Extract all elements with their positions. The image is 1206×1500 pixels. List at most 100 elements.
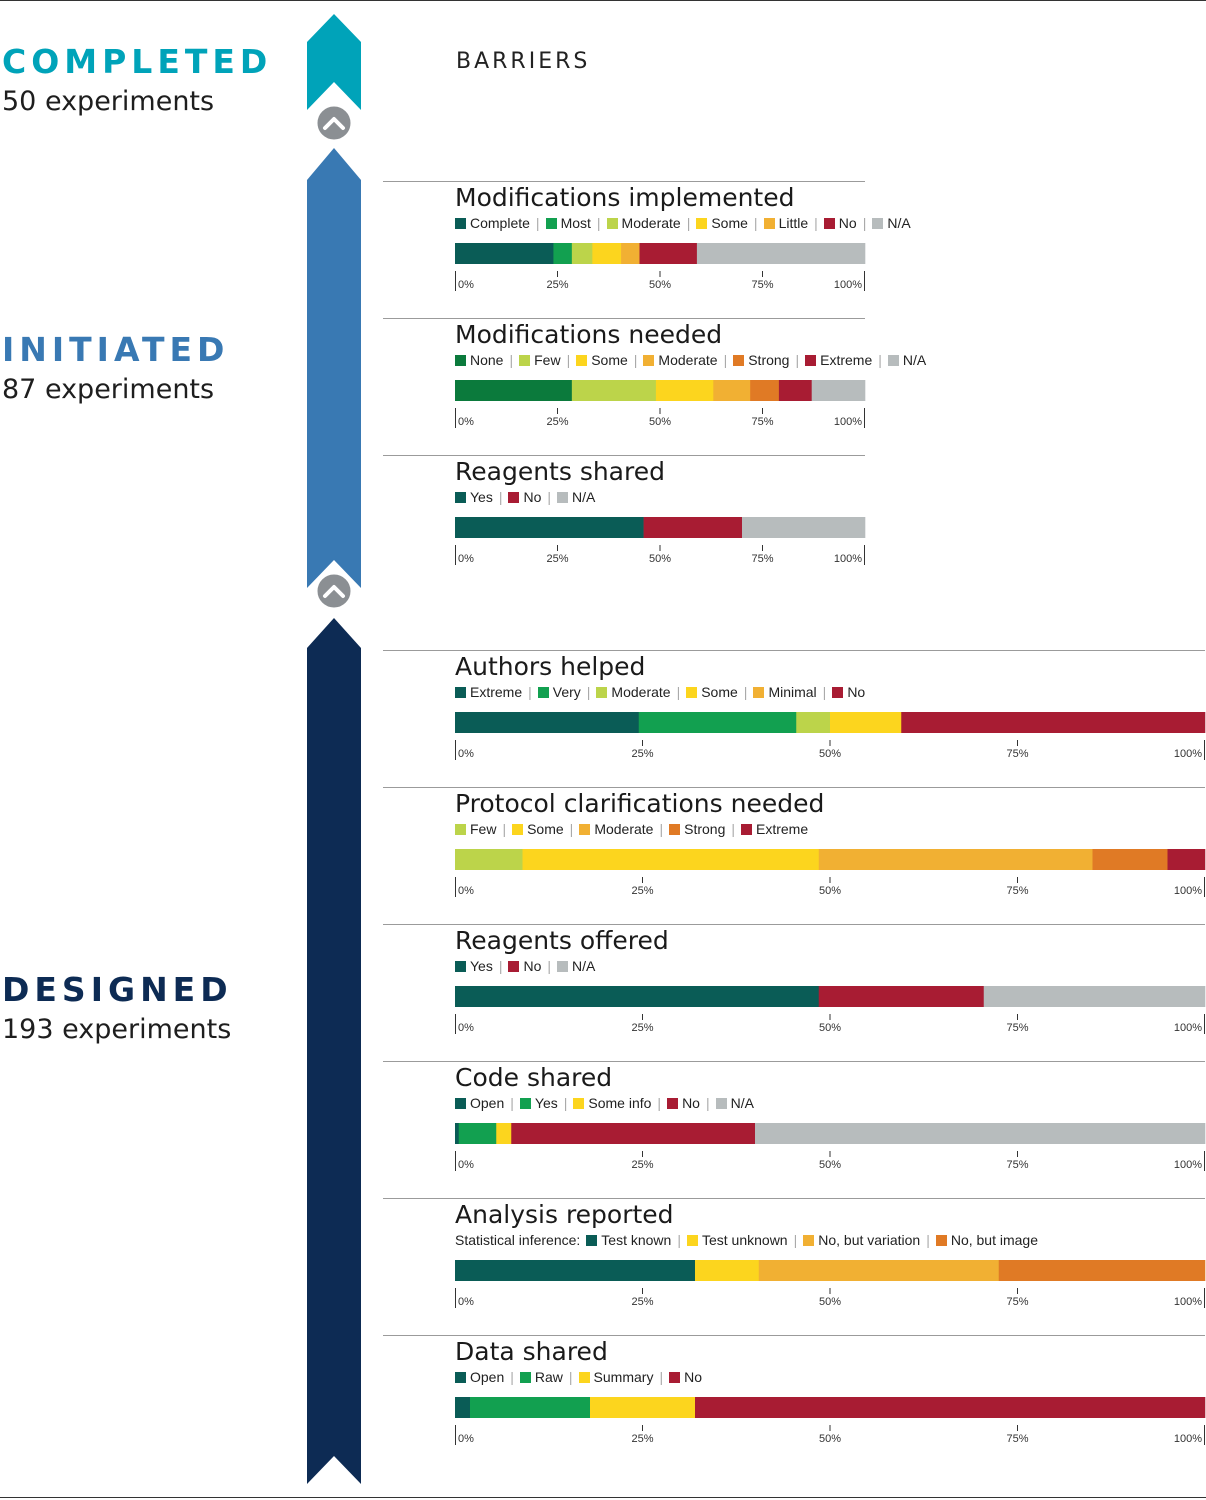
legend-item: Minimal [753, 684, 817, 700]
bar-segment-some [592, 243, 622, 264]
legend-item: Moderate [579, 821, 653, 837]
legend-separator: | [547, 489, 552, 505]
bar-segment-complete [455, 243, 554, 264]
legend-label: N/A [730, 1095, 754, 1111]
legend-separator: | [926, 1232, 930, 1248]
legend-label: Few [534, 352, 561, 368]
legend-label: No [682, 1095, 700, 1111]
legend-item: No, but image [935, 1232, 1038, 1248]
legend-item: Moderate [596, 684, 671, 700]
bar-segment-little [621, 243, 640, 264]
legend-separator: | [563, 1095, 568, 1111]
legend-separator: | [731, 821, 735, 837]
legend-analysis-reported: Statistical inference: Test known | Test un… [455, 1232, 1038, 1248]
legend-item: Test unknown [686, 1232, 788, 1248]
legend-separator: | [535, 215, 540, 231]
axis-tick-label: 75% [1006, 748, 1028, 760]
legend-label: Moderate [611, 684, 671, 700]
bar-segment-no [695, 1397, 1206, 1418]
legend-separator: | [566, 352, 571, 368]
legend-swatch [596, 686, 608, 698]
legend-separator: | [723, 352, 728, 368]
legend-label: Extreme [820, 352, 873, 368]
bar-segment-strong [1092, 849, 1168, 870]
legend-swatch [455, 960, 466, 972]
legend-swatch [512, 823, 524, 835]
legend-item: N/A [887, 352, 926, 368]
legend-swatch [557, 960, 569, 972]
legend-item: No [667, 1095, 700, 1111]
legend-label: Test known [601, 1232, 672, 1248]
bar-segment-few [571, 380, 657, 401]
legend-separator: | [498, 958, 503, 974]
bar-segment-n-a [811, 380, 866, 401]
legend-swatch [741, 823, 752, 835]
legend-separator: | [498, 489, 503, 505]
legend-swatch [832, 686, 844, 698]
bar-segment-n-a [755, 1123, 1206, 1144]
legend-swatch [455, 217, 466, 229]
legend-swatch [578, 1371, 590, 1383]
axis-tick-label: 100% [1174, 885, 1202, 897]
legend-label: Yes [470, 489, 493, 505]
legend-swatch [537, 686, 549, 698]
bar-segment-open [455, 1123, 460, 1144]
axis-tick-label: 75% [751, 416, 773, 428]
legend-item: N/A [872, 215, 911, 231]
legend-label: Strong [684, 821, 726, 837]
bar-segment-no [639, 243, 698, 264]
legend-item: Extreme [455, 684, 522, 700]
legend-separator: | [596, 215, 601, 231]
bar-segment-no-but-image [998, 1260, 1206, 1281]
panel-divider [383, 1198, 1205, 1199]
panel-divider [383, 787, 1205, 788]
stage-arrow-initiated [307, 148, 361, 588]
panel-title-modifications-implemented: Modifications implemented [455, 183, 795, 212]
axis-tick-label: 0% [458, 885, 474, 897]
axis-tick-label: 50% [819, 1296, 841, 1308]
legend-item: Some info [573, 1095, 651, 1111]
legend-swatch [763, 217, 775, 229]
axis-tick-label: 0% [458, 416, 474, 428]
panel-divider [383, 455, 865, 456]
bar-segment-no [818, 986, 985, 1007]
axis-tick-label: 100% [834, 279, 862, 291]
legend-label: Some [591, 352, 628, 368]
axis-tick-label: 50% [819, 885, 841, 897]
bar-segment-strong [750, 380, 780, 401]
axis-tick-label: 75% [1006, 1296, 1028, 1308]
legend-swatch [696, 217, 708, 229]
legend-label: No, but variation [818, 1232, 921, 1248]
legend-label: Raw [534, 1369, 563, 1385]
legend-separator: | [657, 1095, 662, 1111]
legend-label: Moderate [594, 821, 654, 837]
legend-separator: | [586, 684, 591, 700]
bar-segment-extreme [778, 380, 812, 401]
legend-label: Some [527, 821, 564, 837]
axis-tick-label: 75% [1006, 1433, 1028, 1445]
legend-swatch [803, 1234, 815, 1246]
chevron-up-icon [314, 103, 354, 143]
legend-reagents-offered: Yes | No | N/A [455, 958, 595, 974]
legend-swatch [935, 1234, 947, 1246]
legend-separator: | [677, 1232, 681, 1248]
legend-label: No, but image [950, 1232, 1038, 1248]
axis-tick-label: 25% [631, 1159, 653, 1171]
stage-arrow-completed [307, 14, 361, 110]
legend-code-shared: Open | Yes | Some info | No | N/A [455, 1095, 754, 1111]
legend-label: Extreme [756, 821, 809, 837]
legend-item: N/A [715, 1095, 754, 1111]
legend-separator: | [509, 352, 514, 368]
legend-label: Strong [748, 352, 790, 368]
bar-segment-moderate [571, 243, 593, 264]
axis-tick-label: 100% [1174, 1433, 1202, 1445]
legend-item: Open [455, 1369, 504, 1385]
bar-segment-extreme [1167, 849, 1206, 870]
legend-swatch [455, 1097, 466, 1109]
legend-item: No [508, 489, 541, 505]
axis-tick-label: 100% [1174, 1296, 1202, 1308]
bar-segment-raw [470, 1397, 591, 1418]
legend-separator: | [795, 352, 800, 368]
legend-label: Test unknown [701, 1232, 788, 1248]
panel-title-protocol-clarifications-needed: Protocol clarifications needed [455, 789, 825, 818]
